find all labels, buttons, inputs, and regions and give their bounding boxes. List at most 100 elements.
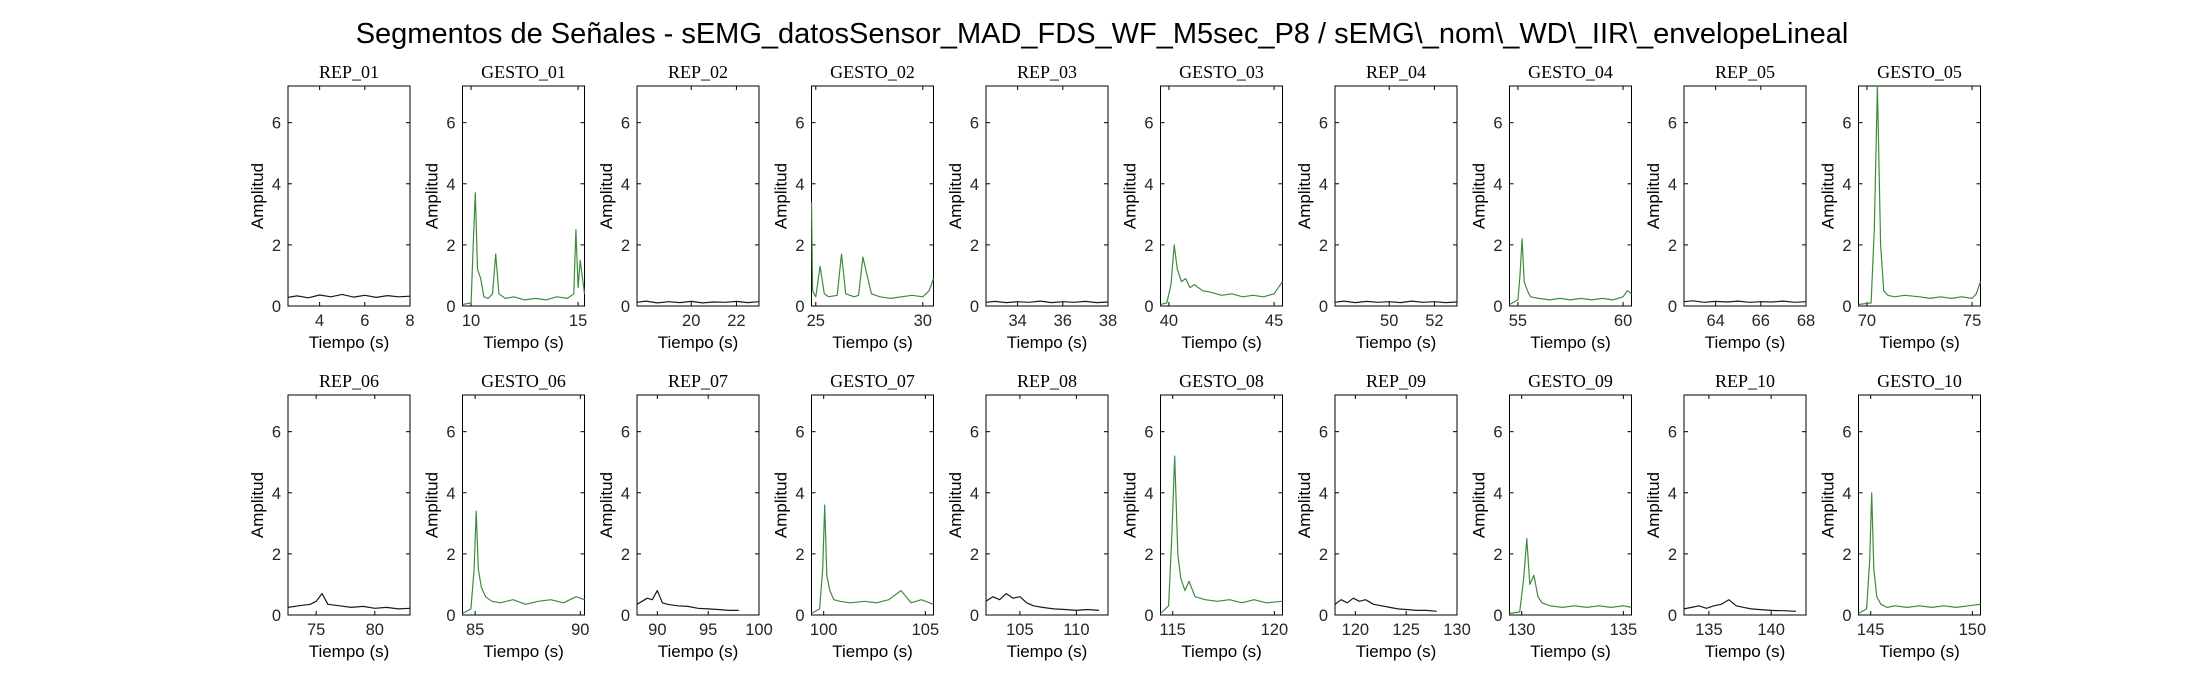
y-tick-label: 0 — [970, 607, 979, 625]
x-tick-label: 8 — [405, 312, 414, 330]
series-line — [1509, 238, 1632, 306]
y-tick-label: 2 — [795, 546, 804, 564]
y-tick-label: 2 — [621, 237, 630, 255]
y-tick-label: 2 — [1668, 546, 1677, 564]
x-axis-label: Tiempo (s) — [1530, 333, 1611, 352]
y-tick-label: 6 — [1842, 115, 1851, 133]
series-line — [985, 300, 1109, 304]
y-tick-label: 0 — [446, 607, 455, 625]
plot-area — [1858, 85, 1981, 307]
y-axis-label: Amplitud — [1819, 163, 1838, 229]
subplot-title: REP_03 — [1017, 62, 1077, 82]
x-tick-label: 20 — [682, 312, 700, 330]
y-tick-label: 6 — [970, 424, 979, 442]
subplot-rep-03: 0 2 4 6 34 36 38 REP_03 Tiempo (s) Amplitud — [946, 62, 1117, 352]
subplot-title: REP_08 — [1017, 371, 1077, 391]
subplot-gesto-04: 0 2 4 6 55 60 GESTO_04 Tiempo (s) Amplitud — [1470, 62, 1633, 352]
series-line — [1858, 85, 1982, 306]
y-tick-label: 0 — [1668, 607, 1677, 625]
x-tick-label: 105 — [1006, 621, 1034, 639]
series-line — [636, 300, 760, 304]
x-axis-label: Tiempo (s) — [1705, 642, 1786, 661]
x-tick-label: 34 — [1008, 312, 1026, 330]
x-tick-label: 55 — [1509, 312, 1527, 330]
subplot-gesto-10: 0 2 4 6 145 150 GESTO_10 Tiempo (s) Amplitud — [1819, 371, 1987, 661]
x-tick-label: 75 — [307, 621, 325, 639]
y-tick-label: 6 — [1319, 424, 1328, 442]
x-axis-label: Tiempo (s) — [1181, 642, 1262, 661]
x-axis-label: Tiempo (s) — [483, 642, 564, 661]
x-tick-label: 100 — [745, 621, 773, 639]
subplot-gesto-08: 0 2 4 6 115 120 GESTO_08 Tiempo (s) Amplitud — [1121, 371, 1289, 661]
y-tick-label: 0 — [1493, 298, 1502, 316]
x-tick-label: 70 — [1858, 312, 1876, 330]
y-tick-label: 4 — [1842, 485, 1851, 503]
x-tick-label: 38 — [1099, 312, 1117, 330]
x-tick-label: 50 — [1380, 312, 1398, 330]
x-tick-label: 6 — [360, 312, 369, 330]
series-line — [462, 510, 585, 615]
y-tick-label: 4 — [970, 485, 979, 503]
y-axis-label: Amplitud — [597, 163, 616, 229]
subplot-title: GESTO_01 — [481, 62, 566, 82]
y-tick-label: 4 — [1493, 176, 1502, 194]
plot-area — [287, 394, 411, 616]
series-line — [1160, 244, 1283, 306]
y-tick-label: 6 — [1842, 424, 1851, 442]
y-axis-label: Amplitud — [1819, 472, 1838, 538]
x-axis-label: Tiempo (s) — [309, 642, 390, 661]
x-tick-label: 45 — [1265, 312, 1283, 330]
plot-area — [462, 85, 585, 307]
y-tick-label: 0 — [795, 607, 804, 625]
subplot-title: GESTO_07 — [830, 371, 915, 391]
y-tick-label: 6 — [795, 115, 804, 133]
y-tick-label: 6 — [621, 424, 630, 442]
y-tick-label: 2 — [446, 546, 455, 564]
x-axis-label: Tiempo (s) — [1007, 333, 1088, 352]
x-axis-label: Tiempo (s) — [309, 333, 390, 352]
x-tick-label: 90 — [648, 621, 666, 639]
plot-area — [1334, 85, 1458, 307]
plot-area — [1509, 85, 1632, 307]
plot-area — [1160, 394, 1283, 616]
plot-area — [985, 394, 1109, 616]
y-tick-label: 0 — [1842, 298, 1851, 316]
y-tick-label: 6 — [795, 424, 804, 442]
x-axis-label: Tiempo (s) — [832, 642, 913, 661]
y-axis-label: Amplitud — [1644, 163, 1663, 229]
x-tick-label: 75 — [1963, 312, 1981, 330]
plot-area — [1509, 394, 1632, 616]
subplot-title: REP_06 — [319, 371, 379, 391]
y-tick-label: 6 — [1493, 424, 1502, 442]
y-tick-label: 2 — [970, 546, 979, 564]
y-tick-label: 0 — [621, 607, 630, 625]
y-tick-label: 6 — [1144, 115, 1153, 133]
x-axis-label: Tiempo (s) — [1356, 642, 1437, 661]
y-tick-label: 2 — [970, 237, 979, 255]
y-tick-label: 4 — [795, 485, 804, 503]
x-axis-label: Tiempo (s) — [1530, 642, 1611, 661]
y-tick-label: 2 — [621, 546, 630, 564]
subplot-rep-04: 0 2 4 6 50 52 REP_04 Tiempo (s) Amplitud — [1295, 62, 1458, 352]
plot-area — [1683, 394, 1807, 616]
y-tick-label: 2 — [1493, 237, 1502, 255]
subplot-gesto-01: 0 2 4 6 10 15 GESTO_01 Tiempo (s) Amplitud — [423, 62, 588, 352]
y-axis-label: Amplitud — [1470, 472, 1489, 538]
y-tick-label: 0 — [1319, 298, 1328, 316]
y-axis-label: Amplitud — [1295, 472, 1314, 538]
plot-area — [1160, 85, 1283, 307]
y-tick-label: 6 — [1668, 424, 1677, 442]
y-tick-label: 4 — [272, 485, 281, 503]
y-tick-label: 6 — [272, 115, 281, 133]
series-line — [985, 592, 1100, 612]
x-tick-label: 64 — [1706, 312, 1724, 330]
y-tick-label: 4 — [621, 176, 630, 194]
subplot-title: GESTO_02 — [830, 62, 915, 82]
subplot-title: GESTO_10 — [1877, 371, 1962, 391]
subplot-title: GESTO_03 — [1179, 62, 1264, 82]
x-tick-label: 40 — [1160, 312, 1178, 330]
x-tick-label: 145 — [1857, 621, 1885, 639]
x-tick-label: 95 — [699, 621, 717, 639]
